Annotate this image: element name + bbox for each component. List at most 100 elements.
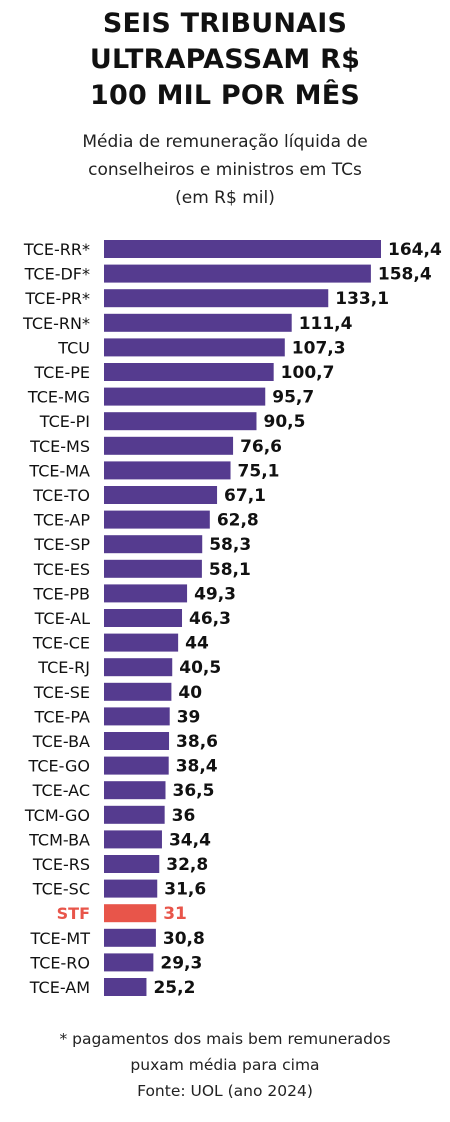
category-label: TCE-MT — [30, 929, 91, 948]
bar — [104, 584, 188, 603]
bar — [104, 535, 203, 554]
category-label: TCM-BA — [28, 830, 90, 849]
category-label: TCE-RO — [29, 953, 90, 972]
bar — [104, 781, 166, 800]
value-label: 25,2 — [153, 978, 195, 998]
value-label: 76,6 — [240, 437, 282, 457]
value-label: 62,8 — [217, 511, 259, 531]
bar — [104, 510, 210, 529]
value-label: 38,4 — [176, 757, 218, 777]
bar — [104, 879, 158, 898]
category-label: TCE-AC — [32, 781, 90, 800]
value-label: 36 — [172, 806, 196, 826]
bar — [104, 486, 218, 504]
title-line-2: ULTRAPASSAM R$ — [89, 44, 361, 75]
category-label: TCE-MG — [27, 388, 90, 407]
value-label: 40,5 — [179, 658, 221, 678]
bar — [104, 928, 156, 947]
value-label: 164,4 — [388, 240, 442, 260]
bar — [104, 805, 165, 824]
chart-subtitle: Média de remuneração líquida de conselhe… — [0, 128, 450, 212]
category-label: TCE-PI — [39, 412, 90, 431]
value-label: 46,3 — [189, 609, 231, 629]
value-label: 31 — [163, 904, 187, 924]
value-label: 111,4 — [299, 314, 353, 334]
value-label: 90,5 — [263, 412, 305, 432]
bar — [104, 756, 169, 775]
subtitle-line-1: Média de remuneração líquida de — [82, 132, 368, 152]
value-label: 39 — [177, 707, 201, 727]
category-label: TCE-SP — [33, 535, 90, 554]
category-label: TCE-AP — [33, 511, 90, 530]
bar-chart: TCE-RR* 164,4 TCE-DF* 158,4 TCE-PR* 133,1 TCE-… — [22, 240, 442, 998]
category-label: TCE-MS — [29, 437, 90, 456]
value-label: 36,5 — [172, 781, 214, 801]
value-label: 31,6 — [164, 880, 206, 900]
category-label: TCE-PB — [32, 584, 90, 603]
value-label: 34,4 — [169, 830, 211, 850]
value-label: 40 — [178, 683, 202, 703]
bar — [104, 609, 183, 627]
bar — [104, 658, 173, 677]
category-label: TCE-AL — [34, 609, 90, 628]
bar — [104, 830, 162, 849]
value-label: 133,1 — [335, 289, 389, 309]
value-label: 58,3 — [209, 535, 251, 555]
bar — [104, 313, 292, 332]
bar — [104, 461, 231, 480]
bar — [104, 682, 172, 701]
chart-title: SEIS TRIBUNAIS ULTRAPASSAM R$ 100 MIL PO… — [0, 6, 450, 114]
bar — [104, 904, 157, 923]
value-label: 158,4 — [378, 265, 432, 285]
category-label: TCE-RN* — [22, 314, 90, 333]
category-label: TCE-RJ — [37, 658, 90, 677]
value-label: 75,1 — [238, 461, 280, 481]
bar — [104, 338, 285, 357]
footnote-line-1: * pagamentos dos mais bem remunerados — [59, 1030, 391, 1048]
value-label: 44 — [185, 634, 209, 654]
bar — [104, 412, 257, 431]
value-label: 95,7 — [272, 388, 314, 408]
category-label: TCE-SC — [32, 880, 90, 899]
category-label: TCM-GO — [24, 806, 90, 825]
value-label: 67,1 — [224, 486, 266, 506]
bar — [104, 363, 274, 381]
value-label: 32,8 — [166, 855, 208, 875]
value-label: 38,6 — [176, 732, 218, 752]
category-label: TCE-PA — [34, 707, 91, 726]
category-label: TCE-BA — [32, 732, 90, 751]
category-label: TCE-CE — [32, 634, 90, 653]
source-line: Fonte: UOL (ano 2024) — [137, 1082, 313, 1100]
bar — [104, 240, 381, 258]
category-label: TCU — [57, 338, 90, 357]
value-label: 58,1 — [209, 560, 251, 580]
bar — [104, 732, 170, 750]
chart-footnote: * pagamentos dos mais bem remunerados pu… — [0, 1026, 450, 1104]
bar — [104, 387, 266, 406]
value-label: 49,3 — [194, 584, 236, 604]
category-label: TCE-DF* — [24, 265, 90, 284]
bar — [104, 855, 160, 873]
category-label: TCE-TO — [32, 486, 90, 505]
bar — [104, 953, 154, 972]
category-label: TCE-PR* — [24, 289, 90, 308]
title-line-1: SEIS TRIBUNAIS — [102, 8, 348, 39]
value-label: 100,7 — [281, 363, 335, 383]
category-label: TCE-MA — [28, 461, 90, 480]
footnote-line-2: puxam média para cima — [130, 1056, 320, 1074]
category-label: TCE-RR* — [23, 240, 90, 259]
bar — [104, 633, 179, 652]
bar — [104, 264, 371, 283]
subtitle-line-2: conselheiros e ministros em TCs — [88, 160, 362, 180]
bar — [104, 707, 170, 726]
value-label: 29,3 — [160, 953, 202, 973]
title-line-3: 100 MIL POR MÊS — [90, 80, 360, 111]
subtitle-line-3: (em R$ mil) — [175, 188, 275, 208]
category-label: TCE-AM — [29, 978, 90, 997]
category-label: TCE-SE — [33, 683, 90, 702]
bar — [104, 436, 234, 455]
category-label: TCE-GO — [28, 757, 90, 776]
bar — [104, 289, 329, 308]
category-label: STF — [57, 904, 90, 923]
value-label: 107,3 — [292, 338, 346, 358]
